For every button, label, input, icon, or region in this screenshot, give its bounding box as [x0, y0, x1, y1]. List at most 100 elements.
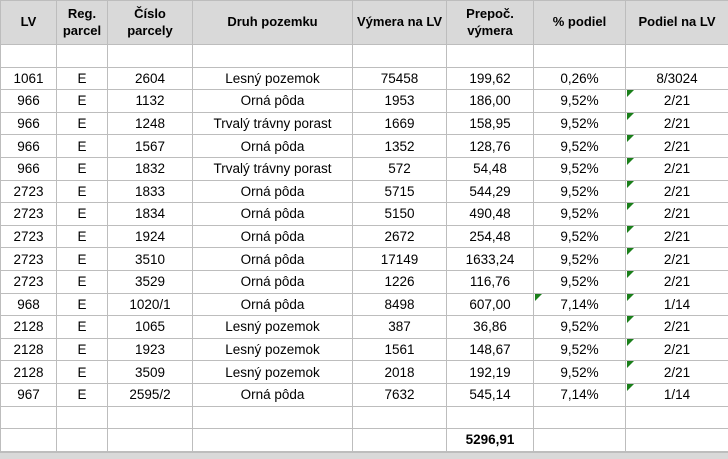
cell-podiel_pct[interactable] — [534, 45, 626, 68]
column-header-vymera-na-lv[interactable]: Výmera na LV — [353, 1, 447, 45]
cell-vymera[interactable]: 7632 — [353, 383, 447, 406]
cell-podiel_lv[interactable]: 2/21 — [626, 180, 728, 203]
cell-druh[interactable] — [193, 45, 353, 68]
cell-reg[interactable]: E — [57, 316, 108, 339]
cell-druh[interactable]: Trvalý trávny porast — [193, 157, 353, 180]
cell-podiel_pct[interactable]: 9,52% — [534, 180, 626, 203]
column-header-podiel-na-lv[interactable]: Podiel na LV — [626, 1, 728, 45]
cell-podiel_lv[interactable] — [626, 45, 728, 68]
cell-reg[interactable]: E — [57, 383, 108, 406]
cell-druh[interactable]: Lesný pozemok — [193, 361, 353, 384]
cell-lv[interactable]: 967 — [1, 383, 57, 406]
cell-podiel_lv[interactable]: 2/21 — [626, 90, 728, 113]
cell-reg[interactable]: E — [57, 157, 108, 180]
cell-reg[interactable] — [57, 406, 108, 429]
cell-vymera[interactable]: 1561 — [353, 338, 447, 361]
cell-reg[interactable]: E — [57, 67, 108, 90]
cell-podiel_pct[interactable] — [534, 429, 626, 452]
cell-cislo[interactable] — [108, 406, 193, 429]
cell-druh[interactable] — [193, 429, 353, 452]
cell-druh[interactable]: Orná pôda — [193, 135, 353, 158]
cell-podiel_lv[interactable]: 2/21 — [626, 316, 728, 339]
cell-druh[interactable]: Lesný pozemok — [193, 316, 353, 339]
cell-podiel_lv[interactable]: 2/21 — [626, 270, 728, 293]
cell-podiel_lv[interactable] — [626, 406, 728, 429]
cell-reg[interactable]: E — [57, 293, 108, 316]
cell-prepoc[interactable]: 545,14 — [447, 383, 534, 406]
cell-druh[interactable] — [193, 406, 353, 429]
cell-cislo[interactable]: 1834 — [108, 203, 193, 226]
cell-podiel_lv[interactable]: 2/21 — [626, 225, 728, 248]
cell-podiel_pct[interactable] — [534, 406, 626, 429]
cell-podiel_lv[interactable]: 2/21 — [626, 338, 728, 361]
cell-reg[interactable]: E — [57, 112, 108, 135]
cell-reg[interactable]: E — [57, 361, 108, 384]
cell-podiel_pct[interactable]: 9,52% — [534, 248, 626, 271]
cell-prepoc[interactable]: 116,76 — [447, 270, 534, 293]
cell-podiel_pct[interactable]: 9,52% — [534, 112, 626, 135]
cell-cislo[interactable]: 1833 — [108, 180, 193, 203]
cell-cislo[interactable]: 2604 — [108, 67, 193, 90]
cell-prepoc[interactable] — [447, 45, 534, 68]
cell-podiel_lv[interactable]: 2/21 — [626, 112, 728, 135]
cell-lv[interactable]: 966 — [1, 90, 57, 113]
cell-reg[interactable] — [57, 45, 108, 68]
cell-reg[interactable]: E — [57, 180, 108, 203]
cell-cislo[interactable]: 1924 — [108, 225, 193, 248]
cell-druh[interactable]: Orná pôda — [193, 90, 353, 113]
cell-lv[interactable]: 2723 — [1, 248, 57, 271]
cell-lv[interactable]: 2723 — [1, 180, 57, 203]
cell-reg[interactable]: E — [57, 90, 108, 113]
cell-vymera[interactable]: 5715 — [353, 180, 447, 203]
cell-reg[interactable]: E — [57, 270, 108, 293]
cell-druh[interactable]: Orná pôda — [193, 203, 353, 226]
cell-prepoc[interactable]: 148,67 — [447, 338, 534, 361]
cell-druh[interactable]: Orná pôda — [193, 180, 353, 203]
cell-prepoc[interactable]: 128,76 — [447, 135, 534, 158]
cell-podiel_pct[interactable]: 9,52% — [534, 203, 626, 226]
cell-druh[interactable]: Lesný pozemok — [193, 338, 353, 361]
cell-cislo[interactable]: 1923 — [108, 338, 193, 361]
cell-podiel_lv[interactable]: 2/21 — [626, 157, 728, 180]
cell-vymera[interactable]: 1352 — [353, 135, 447, 158]
cell-total-prepoc[interactable]: 5296,91 — [447, 429, 534, 452]
cell-prepoc[interactable]: 199,62 — [447, 67, 534, 90]
cell-podiel_lv[interactable]: 2/21 — [626, 203, 728, 226]
cell-prepoc[interactable]: 54,48 — [447, 157, 534, 180]
cell-podiel_lv[interactable]: 2/21 — [626, 361, 728, 384]
cell-cislo[interactable]: 3509 — [108, 361, 193, 384]
cell-lv[interactable]: 2723 — [1, 203, 57, 226]
cell-cislo[interactable]: 1567 — [108, 135, 193, 158]
cell-reg[interactable]: E — [57, 203, 108, 226]
cell-lv[interactable] — [1, 406, 57, 429]
cell-prepoc[interactable]: 36,86 — [447, 316, 534, 339]
cell-lv[interactable]: 966 — [1, 135, 57, 158]
cell-lv[interactable] — [1, 45, 57, 68]
cell-druh[interactable]: Orná pôda — [193, 383, 353, 406]
column-header-druh-pozemku[interactable]: Druh pozemku — [193, 1, 353, 45]
cell-vymera[interactable]: 1226 — [353, 270, 447, 293]
cell-podiel_pct[interactable]: 9,52% — [534, 361, 626, 384]
cell-podiel_lv[interactable]: 2/21 — [626, 248, 728, 271]
cell-lv[interactable]: 1061 — [1, 67, 57, 90]
column-header-lv[interactable]: LV — [1, 1, 57, 45]
column-header-prepoc-vymera[interactable]: Prepoč. výmera — [447, 1, 534, 45]
cell-vymera[interactable] — [353, 406, 447, 429]
cell-cislo[interactable] — [108, 45, 193, 68]
cell-cislo[interactable]: 2595/2 — [108, 383, 193, 406]
cell-vymera[interactable]: 1953 — [353, 90, 447, 113]
cell-cislo[interactable]: 1832 — [108, 157, 193, 180]
cell-podiel_lv[interactable]: 1/14 — [626, 383, 728, 406]
cell-reg[interactable]: E — [57, 225, 108, 248]
cell-druh[interactable]: Lesný pozemok — [193, 67, 353, 90]
cell-lv[interactable]: 2128 — [1, 316, 57, 339]
cell-prepoc[interactable]: 254,48 — [447, 225, 534, 248]
cell-cislo[interactable]: 1132 — [108, 90, 193, 113]
cell-prepoc[interactable]: 490,48 — [447, 203, 534, 226]
cell-lv[interactable]: 2128 — [1, 338, 57, 361]
cell-cislo[interactable] — [108, 429, 193, 452]
cell-prepoc[interactable] — [447, 406, 534, 429]
cell-lv[interactable]: 966 — [1, 112, 57, 135]
cell-podiel_pct[interactable]: 9,52% — [534, 225, 626, 248]
cell-lv[interactable]: 2723 — [1, 225, 57, 248]
